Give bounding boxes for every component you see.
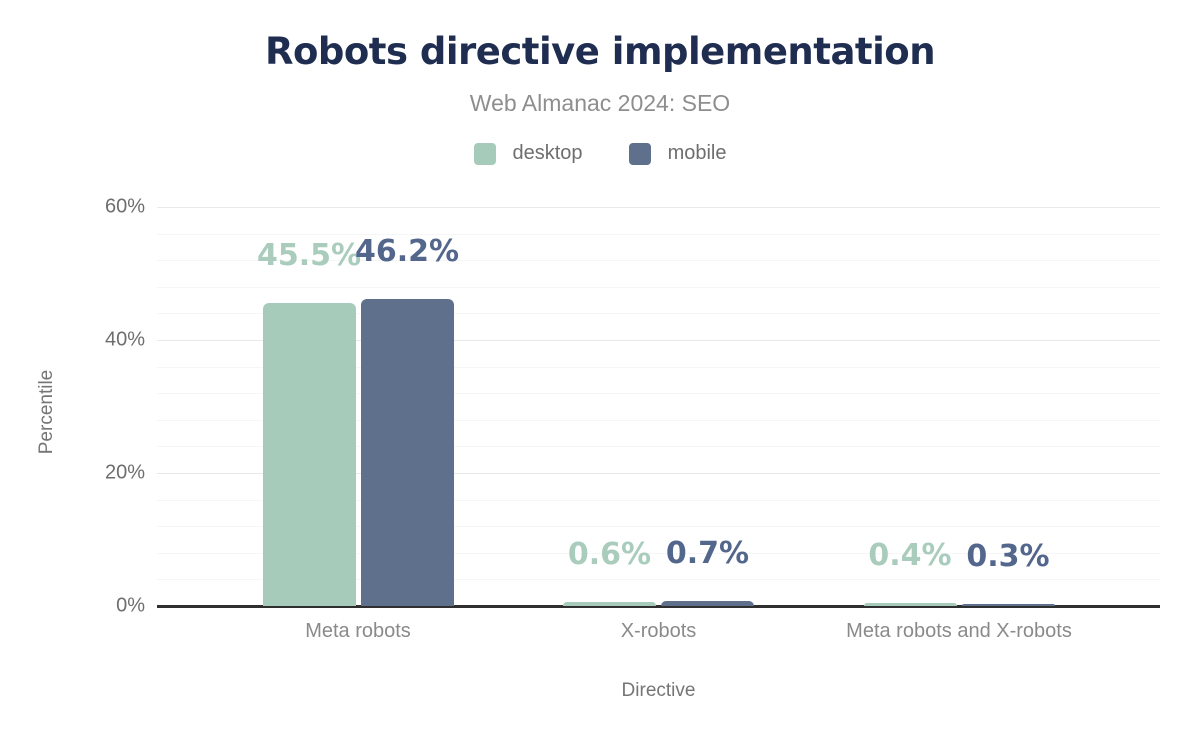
legend-label-mobile: mobile [667, 142, 727, 164]
chart-subtitle: Web Almanac 2024: SEO [469, 90, 731, 116]
gridline-minor [157, 579, 1160, 581]
value-label-desktop-meta-robots: 45.5% [256, 238, 362, 274]
x-axis-line [157, 605, 1160, 608]
y-tick-label-0: 0% [116, 594, 145, 617]
value-label-mobile-x-robots: 0.7% [665, 536, 750, 572]
value-label-mobile-meta-robots-and-x-robots: 0.3% [966, 539, 1050, 574]
bar-mobile-meta-robots[interactable] [360, 298, 454, 606]
gridline-minor [157, 552, 1160, 554]
value-label-desktop-x-robots: 0.6% [567, 537, 652, 572]
gridline-minor [157, 366, 1160, 368]
bar-desktop-x-robots[interactable] [563, 602, 656, 606]
gridline-minor [157, 233, 1160, 235]
legend-item-desktop[interactable]: desktop [473, 142, 583, 165]
bar-desktop-meta-robots-and-x-robots[interactable] [863, 603, 957, 606]
desktop-swatch-icon [473, 142, 496, 165]
mobile-swatch-icon [628, 142, 651, 165]
gridline-minor [157, 526, 1160, 528]
x-tick-label-meta-robots-and-x-robots: Meta robots and X-robots [846, 620, 1072, 642]
legend-label-desktop: desktop [512, 142, 583, 164]
value-label-desktop-meta-robots-and-x-robots: 0.4% [868, 538, 952, 574]
bar-mobile-meta-robots-and-x-robots[interactable] [961, 604, 1055, 606]
legend: desktop mobile [0, 142, 1200, 165]
gridline-major [157, 473, 1160, 475]
gridline-minor [157, 419, 1160, 421]
gridline-minor [157, 446, 1160, 448]
gridline-minor [157, 286, 1160, 288]
gridline-minor [157, 313, 1160, 315]
gridline-minor [157, 499, 1160, 501]
y-tick-label-60: 60% [104, 195, 145, 218]
x-axis-title: Directive [621, 680, 696, 701]
bar-mobile-x-robots[interactable] [661, 601, 754, 606]
bar-desktop-meta-robots[interactable] [262, 303, 356, 606]
x-tick-label-x-robots: X-robots [620, 620, 697, 642]
chart-title: Robots directive implementation [264, 30, 936, 73]
gridline-minor [157, 260, 1160, 262]
x-tick-label-meta-robots: Meta robots [305, 620, 411, 642]
value-label-mobile-meta-robots: 46.2% [354, 233, 460, 269]
gridline-minor [157, 393, 1160, 395]
gridline-major [157, 207, 1160, 209]
gridline-major [157, 340, 1160, 342]
legend-item-mobile[interactable]: mobile [628, 142, 727, 165]
y-tick-label-40: 40% [104, 328, 145, 351]
y-tick-label-20: 20% [104, 461, 145, 484]
